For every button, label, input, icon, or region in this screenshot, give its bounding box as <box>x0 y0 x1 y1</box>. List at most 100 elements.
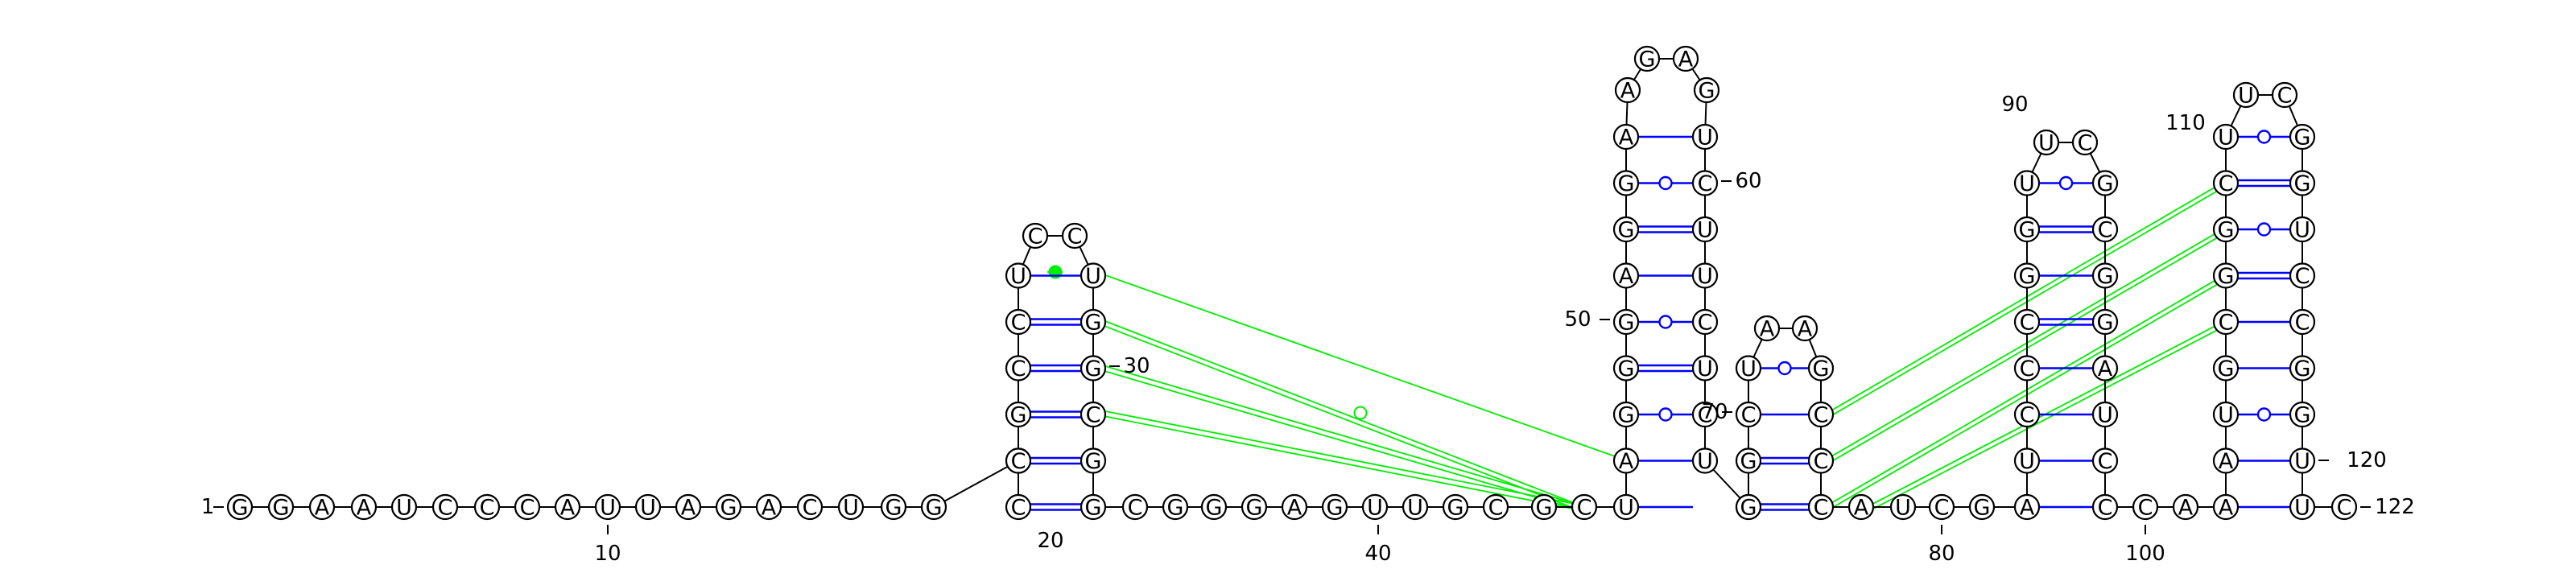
pseudoknot-line <box>1096 323 1578 509</box>
nucleotide-letter: A <box>2098 357 2113 381</box>
nucleotide: G <box>2214 357 2238 382</box>
position-label: 1 <box>201 495 224 519</box>
nucleotide: C <box>1809 495 1833 521</box>
nucleotide: G <box>2093 171 2117 197</box>
nucleotide: C <box>1006 495 1030 521</box>
nucleotide: G <box>1736 495 1761 521</box>
position-number: 80 <box>1928 542 1955 566</box>
nucleotide: G <box>716 495 741 521</box>
nucleotide: G <box>1695 78 1719 104</box>
nucleotide-letter: U <box>1740 357 1757 381</box>
nucleotide-letter: G <box>2294 171 2311 196</box>
nucleotide-letter: C <box>2098 449 2113 474</box>
nucleotide-letter: G <box>1010 403 1027 428</box>
nucleotide-letter: U <box>843 496 859 521</box>
nucleotide-letter: A <box>1760 317 1775 342</box>
nucleotide-letter: G <box>1085 357 1102 381</box>
nucleotide-letter: C <box>2277 84 2293 109</box>
pseudoknot-line <box>1096 410 1578 505</box>
nucleotide-letter: G <box>2019 218 2036 243</box>
nucleotide-letter: C <box>1814 403 1829 428</box>
nucleotide-letter: C <box>2337 496 2352 521</box>
nucleotide-letter: A <box>1619 126 1634 150</box>
nucleotide-letter: A <box>2219 449 2234 474</box>
nucleotide-letter: U <box>1407 496 1423 521</box>
nucleotide: G <box>1809 357 1833 382</box>
nucleotide-letter: U <box>2294 496 2310 521</box>
nucleotide-letter: U <box>2019 449 2035 474</box>
nucleotide: A <box>1614 264 1638 290</box>
nucleotide-letter: C <box>1577 496 1592 521</box>
nucleotide-letter: U <box>1697 449 1713 474</box>
nucleotide: G <box>1081 310 1105 336</box>
nucleotide-letter: A <box>681 496 696 521</box>
nucleotide-letter: C <box>1698 311 1713 336</box>
pseudoknot-wobble-marker <box>1355 407 1367 419</box>
nucleotide: U <box>2015 449 2039 475</box>
nucleotide: U <box>1693 449 1717 475</box>
nucleotide: G <box>881 495 906 521</box>
nucleotide-letter: C <box>803 496 818 521</box>
nucleotide: U <box>392 495 416 521</box>
nucleotide: A <box>676 495 700 521</box>
nucleotide-letter: U <box>1697 357 1713 381</box>
nucleotide: C <box>2290 310 2314 336</box>
nucleotide-letter: U <box>396 496 412 521</box>
nucleotide-letter: C <box>1934 496 1950 521</box>
nucleotide-letter: C <box>2020 311 2035 336</box>
position-number: 10 <box>594 542 621 566</box>
position-number: 50 <box>1564 307 1591 332</box>
nucleotide: G <box>2290 402 2314 428</box>
nucleotide: G <box>2015 264 2039 290</box>
nucleotide: G <box>2290 171 2314 197</box>
nucleotide: G <box>269 495 293 521</box>
nucleotide-letter: G <box>1740 449 1757 474</box>
nucleotide: G <box>1202 495 1226 521</box>
nucleotide-letter: G <box>1206 496 1223 521</box>
nucleotide-letter: G <box>1246 496 1263 521</box>
nucleotide-letter: U <box>1618 496 1634 521</box>
nucleotide: C <box>1693 171 1717 197</box>
pseudoknot-line <box>1872 328 2220 509</box>
nucleotide-letter: G <box>1618 357 1635 381</box>
position-label: 110 <box>2165 111 2206 135</box>
position-label: 122 <box>2360 495 2415 519</box>
wobble-pair-marker <box>2258 131 2270 143</box>
nucleotide-letter: G <box>2097 264 2114 289</box>
nucleotide: C <box>1693 310 1717 336</box>
nucleotide: C <box>1809 402 1833 428</box>
nucleotide: U <box>2093 402 2117 428</box>
nucleotide-letter: U <box>2038 131 2054 156</box>
nucleotide-letter: A <box>1854 496 1869 521</box>
nucleotide-letter: A <box>1619 264 1634 289</box>
nucleotide: G <box>2214 217 2238 243</box>
nucleotide-letter: C <box>480 496 495 521</box>
nucleotide: U <box>1403 495 1427 521</box>
nucleotide-letter: G <box>1085 449 1102 474</box>
nucleotide-letter: C <box>1698 171 1713 196</box>
nucleotide-letter: U <box>2238 84 2254 109</box>
nucleotide: U <box>1891 495 1915 521</box>
position-number: 90 <box>2001 93 2028 117</box>
nucleotide: C <box>2015 310 2039 336</box>
nucleotide: U <box>2290 449 2314 475</box>
nucleotide: G <box>1635 47 1659 72</box>
nucleotide-letter: C <box>2138 496 2153 521</box>
nucleotide: U <box>1693 357 1717 382</box>
nucleotide-letter: U <box>1697 126 1713 150</box>
position-number: 70 <box>1701 400 1728 424</box>
position-label: 40 <box>1364 525 1391 566</box>
nucleotide-letter: G <box>1085 311 1102 336</box>
nucleotide-letter: A <box>1287 496 1302 521</box>
nucleotide: G <box>2214 264 2238 290</box>
nucleotide: U <box>1614 495 1638 521</box>
position-number: 30 <box>1123 354 1150 378</box>
nucleotide: C <box>1930 495 1954 521</box>
nucleotide: C <box>1006 357 1030 382</box>
nucleotide-letter: U <box>1085 264 1101 289</box>
nucleotide: C <box>1123 495 1147 521</box>
nucleotide: A <box>2093 357 2117 382</box>
nucleotide: G <box>1323 495 1347 521</box>
nucleotide: G <box>1614 310 1638 336</box>
nucleotide-letter: C <box>1067 225 1083 249</box>
